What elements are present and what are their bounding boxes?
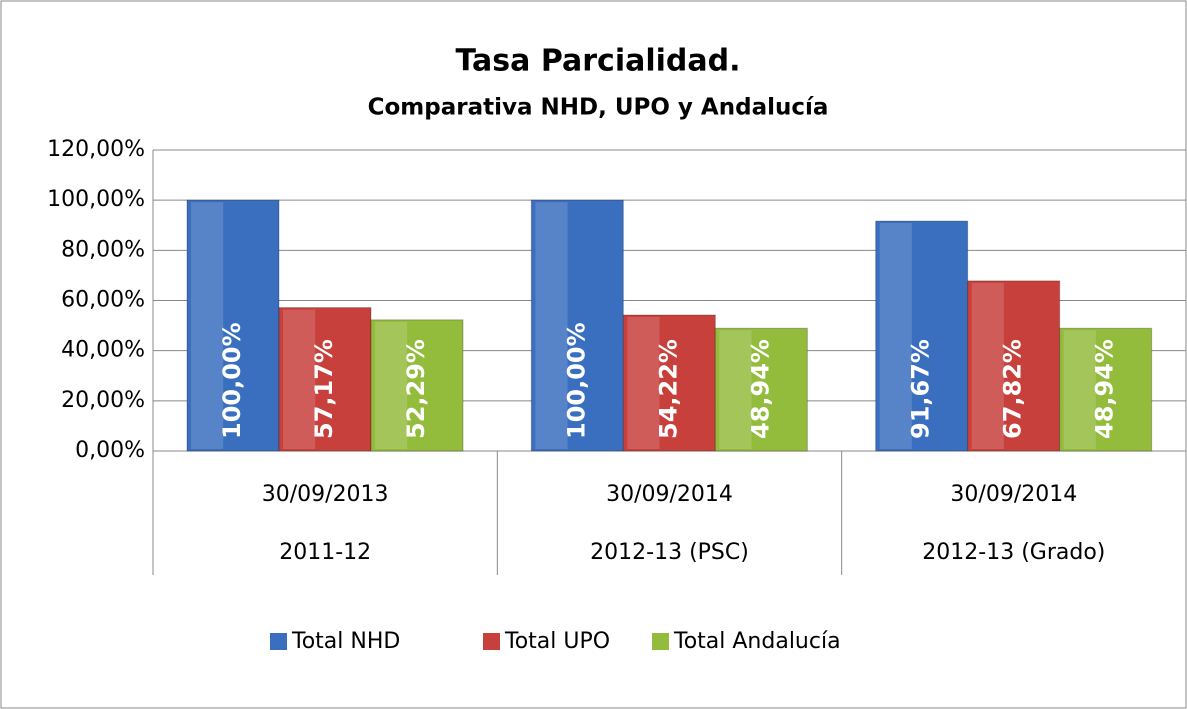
bar-highlight [971,282,1004,449]
x-group-label: 2012-13 (PSC) [590,540,749,565]
y-tick-label: 120,00% [47,137,145,162]
data-label: 52,29% [402,339,430,439]
chart-subtitle: Comparativa NHD, UPO y Andalucía [368,95,829,121]
data-label: 100,00% [218,322,246,439]
legend-swatch [483,633,500,650]
data-label: 67,82% [999,339,1027,439]
x-group-label: 2011-12 [279,540,371,565]
chart-title: Tasa Parcialidad. [455,44,740,79]
bar [530,199,624,452]
x-tick-label: 30/09/2014 [950,482,1077,507]
x-tick-label: 30/09/2013 [262,482,389,507]
data-label: 100,00% [562,322,590,439]
x-tick-label: 30/09/2014 [606,482,733,507]
legend-label: Total UPO [504,629,610,654]
bar-highlight [191,202,224,449]
bar [1059,327,1153,452]
bar-highlight [879,223,912,449]
data-label: 91,67% [907,339,935,439]
bar-highlight [375,321,408,449]
bar-highlight [1063,330,1096,449]
bar [278,307,372,452]
y-tick-label: 60,00% [61,288,145,313]
bar [875,220,969,452]
bar-highlight [535,202,568,449]
data-label: 54,22% [654,339,682,439]
bar [622,314,716,452]
bar [967,280,1061,452]
y-tick-label: 100,00% [47,187,145,212]
y-tick-label: 20,00% [61,388,145,413]
bar [370,319,464,452]
data-label: 48,94% [746,339,774,439]
x-group-label: 2012-13 (Grado) [922,540,1105,565]
bar-highlight [627,316,660,449]
legend-swatch [652,633,669,650]
bar [186,199,280,452]
data-label: 57,17% [310,339,338,439]
legend-label: Total Andalucía [673,629,841,654]
bar [714,327,808,452]
legend-label: Total NHD [291,629,400,654]
data-label: 48,94% [1091,339,1119,439]
legend-swatch [270,633,287,650]
bar-highlight [719,330,752,449]
y-tick-label: 40,00% [61,338,145,363]
y-tick-label: 80,00% [61,237,145,262]
y-tick-label: 0,00% [75,438,145,463]
bar-highlight [283,309,316,449]
